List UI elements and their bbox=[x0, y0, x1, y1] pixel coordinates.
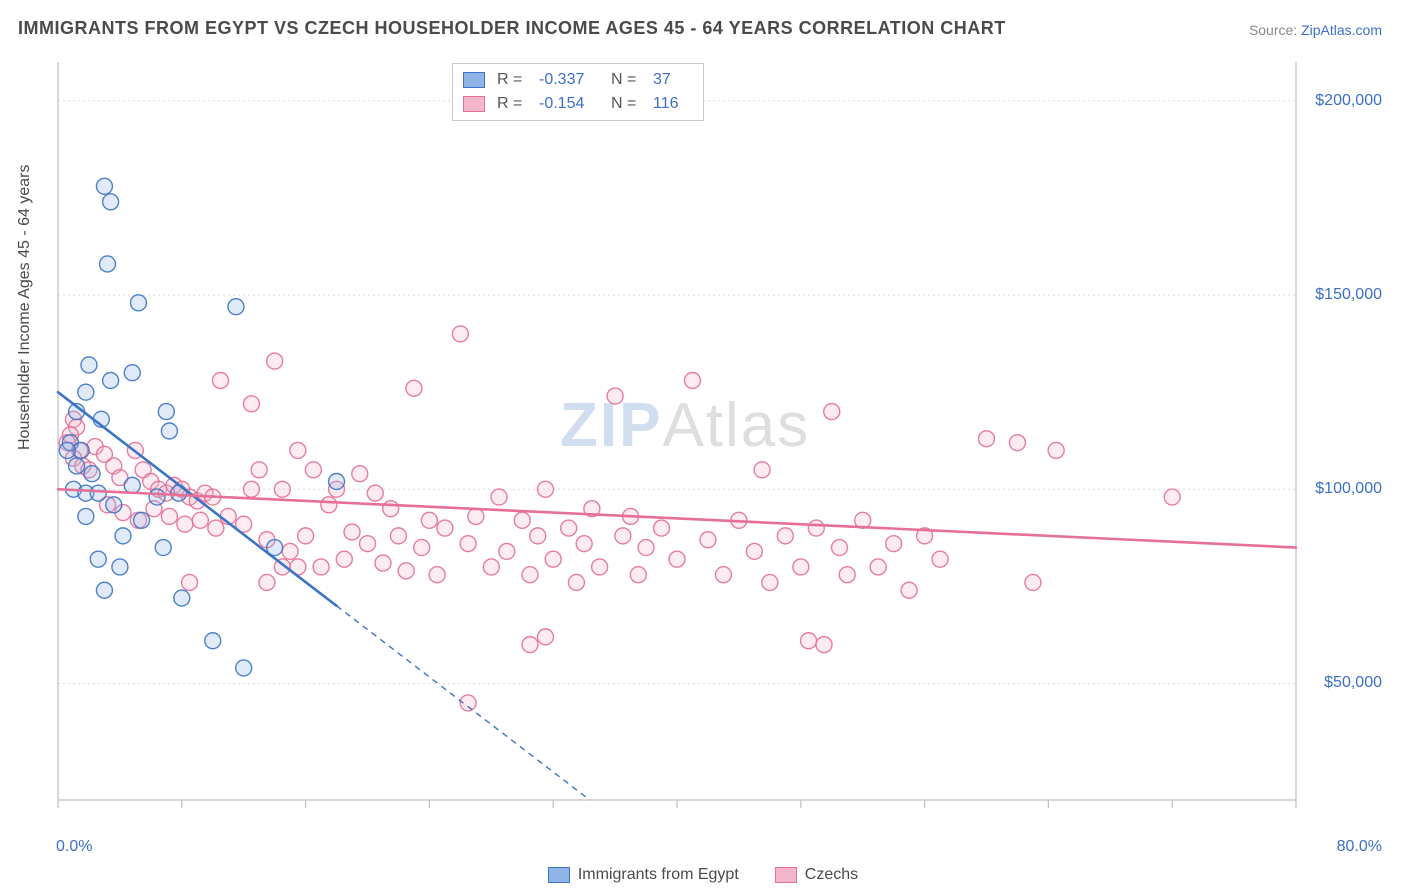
source-link[interactable]: ZipAtlas.com bbox=[1301, 22, 1382, 38]
legend-swatch-egypt bbox=[463, 72, 485, 88]
legend-n-value-egypt: 37 bbox=[653, 71, 693, 89]
x-axis-min-label: 0.0% bbox=[56, 838, 92, 856]
y-axis-label: Householder Income Ages 45 - 64 years bbox=[16, 165, 34, 451]
legend-label-czech: Czechs bbox=[805, 866, 858, 884]
legend-label-egypt: Immigrants from Egypt bbox=[578, 866, 739, 884]
legend-item-czech: Czechs bbox=[775, 866, 858, 884]
legend-n-label: N = bbox=[611, 71, 653, 89]
y-tick-label: $150,000 bbox=[1315, 286, 1382, 304]
legend-r-label: R = bbox=[497, 71, 539, 89]
y-tick-label: $200,000 bbox=[1315, 92, 1382, 110]
legend-row-egypt: R = -0.337 N = 37 bbox=[453, 68, 703, 92]
legend-r-value-czech: -0.154 bbox=[539, 95, 611, 113]
legend-swatch-egypt bbox=[548, 867, 570, 883]
source-credit: Source: ZipAtlas.com bbox=[1249, 22, 1382, 38]
source-prefix: Source: bbox=[1249, 22, 1301, 38]
legend-n-value-czech: 116 bbox=[653, 95, 693, 113]
legend-swatch-czech bbox=[775, 867, 797, 883]
chart-area bbox=[56, 60, 1384, 828]
legend-item-egypt: Immigrants from Egypt bbox=[548, 866, 739, 884]
y-tick-label: $100,000 bbox=[1315, 480, 1382, 498]
y-tick-label: $50,000 bbox=[1324, 674, 1382, 692]
legend-r-label: R = bbox=[497, 95, 539, 113]
legend-r-value-egypt: -0.337 bbox=[539, 71, 611, 89]
legend-row-czech: R = -0.154 N = 116 bbox=[453, 92, 703, 116]
legend-swatch-czech bbox=[463, 96, 485, 112]
chart-svg bbox=[56, 60, 1384, 828]
x-axis-max-label: 80.0% bbox=[1337, 838, 1382, 856]
correlation-legend: R = -0.337 N = 37 R = -0.154 N = 116 bbox=[452, 63, 704, 121]
series-legend: Immigrants from Egypt Czechs bbox=[0, 866, 1406, 884]
legend-n-label: N = bbox=[611, 95, 653, 113]
page-title: IMMIGRANTS FROM EGYPT VS CZECH HOUSEHOLD… bbox=[18, 18, 1006, 39]
